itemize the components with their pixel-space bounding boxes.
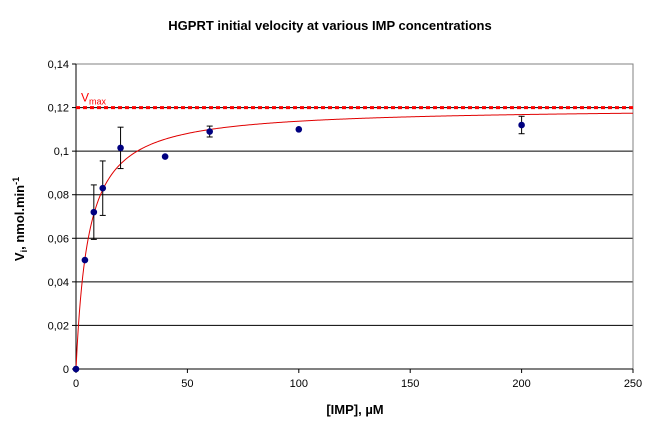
data-point-2: [90, 208, 98, 216]
data-point-8: [518, 121, 525, 129]
data-point-4: [117, 144, 124, 152]
data-point-3: [99, 184, 107, 192]
data-point-5: [161, 153, 169, 160]
y-tick-label-5: 0,1: [54, 146, 69, 158]
y-axis-label: Vi, nmol.min-1: [11, 177, 29, 261]
y-tick-label-3: 0,06: [48, 233, 69, 245]
fit-curve-group: [75, 112, 634, 370]
axes: [72, 63, 634, 373]
y-tick-label-0: 0: [63, 364, 69, 376]
vmax-reference: Vmax: [76, 91, 633, 110]
x-tick-label-1: 50: [181, 378, 193, 390]
vmax-label-base: V: [81, 91, 89, 105]
vmax-label: Vmax: [81, 91, 107, 107]
y-axis-label-subscript: i: [19, 250, 29, 253]
x-axis-label: [IMP], µM: [326, 402, 383, 417]
y-tick-labels: 0 0,02 0,04 0,06 0,08 0,1 0,12 0,14: [48, 59, 69, 376]
vmax-label-subscript: max: [89, 97, 107, 107]
y-tick-label-1: 0,02: [48, 320, 69, 332]
data-point-7: [295, 126, 303, 133]
y-tick-label-4: 0,08: [48, 190, 69, 202]
x-tick-label-2: 100: [290, 378, 308, 390]
x-tick-label-3: 150: [401, 378, 419, 390]
x-tick-labels: 0 50 100 150 200 250: [73, 378, 642, 390]
y-axis-label-superscript: -1: [11, 177, 21, 185]
y-tick-label-7: 0,14: [48, 59, 69, 71]
y-tick-label-6: 0,12: [48, 103, 69, 115]
y-tick-label-2: 0,04: [48, 277, 69, 289]
data-point-1: [81, 256, 89, 264]
x-tick-label-0: 0: [73, 378, 79, 390]
data-point-6: [206, 128, 213, 135]
data-point-0: [72, 365, 80, 373]
x-tick-label-5: 250: [624, 378, 642, 390]
chart-title: HGPRT initial velocity at various IMP co…: [168, 18, 491, 33]
y-axis-label-base: V: [12, 252, 27, 261]
fit-curve: [75, 112, 634, 370]
data-points: [72, 121, 525, 373]
x-tick-label-4: 200: [512, 378, 530, 390]
y-axis-label-rest: , nmol.min: [12, 185, 27, 250]
